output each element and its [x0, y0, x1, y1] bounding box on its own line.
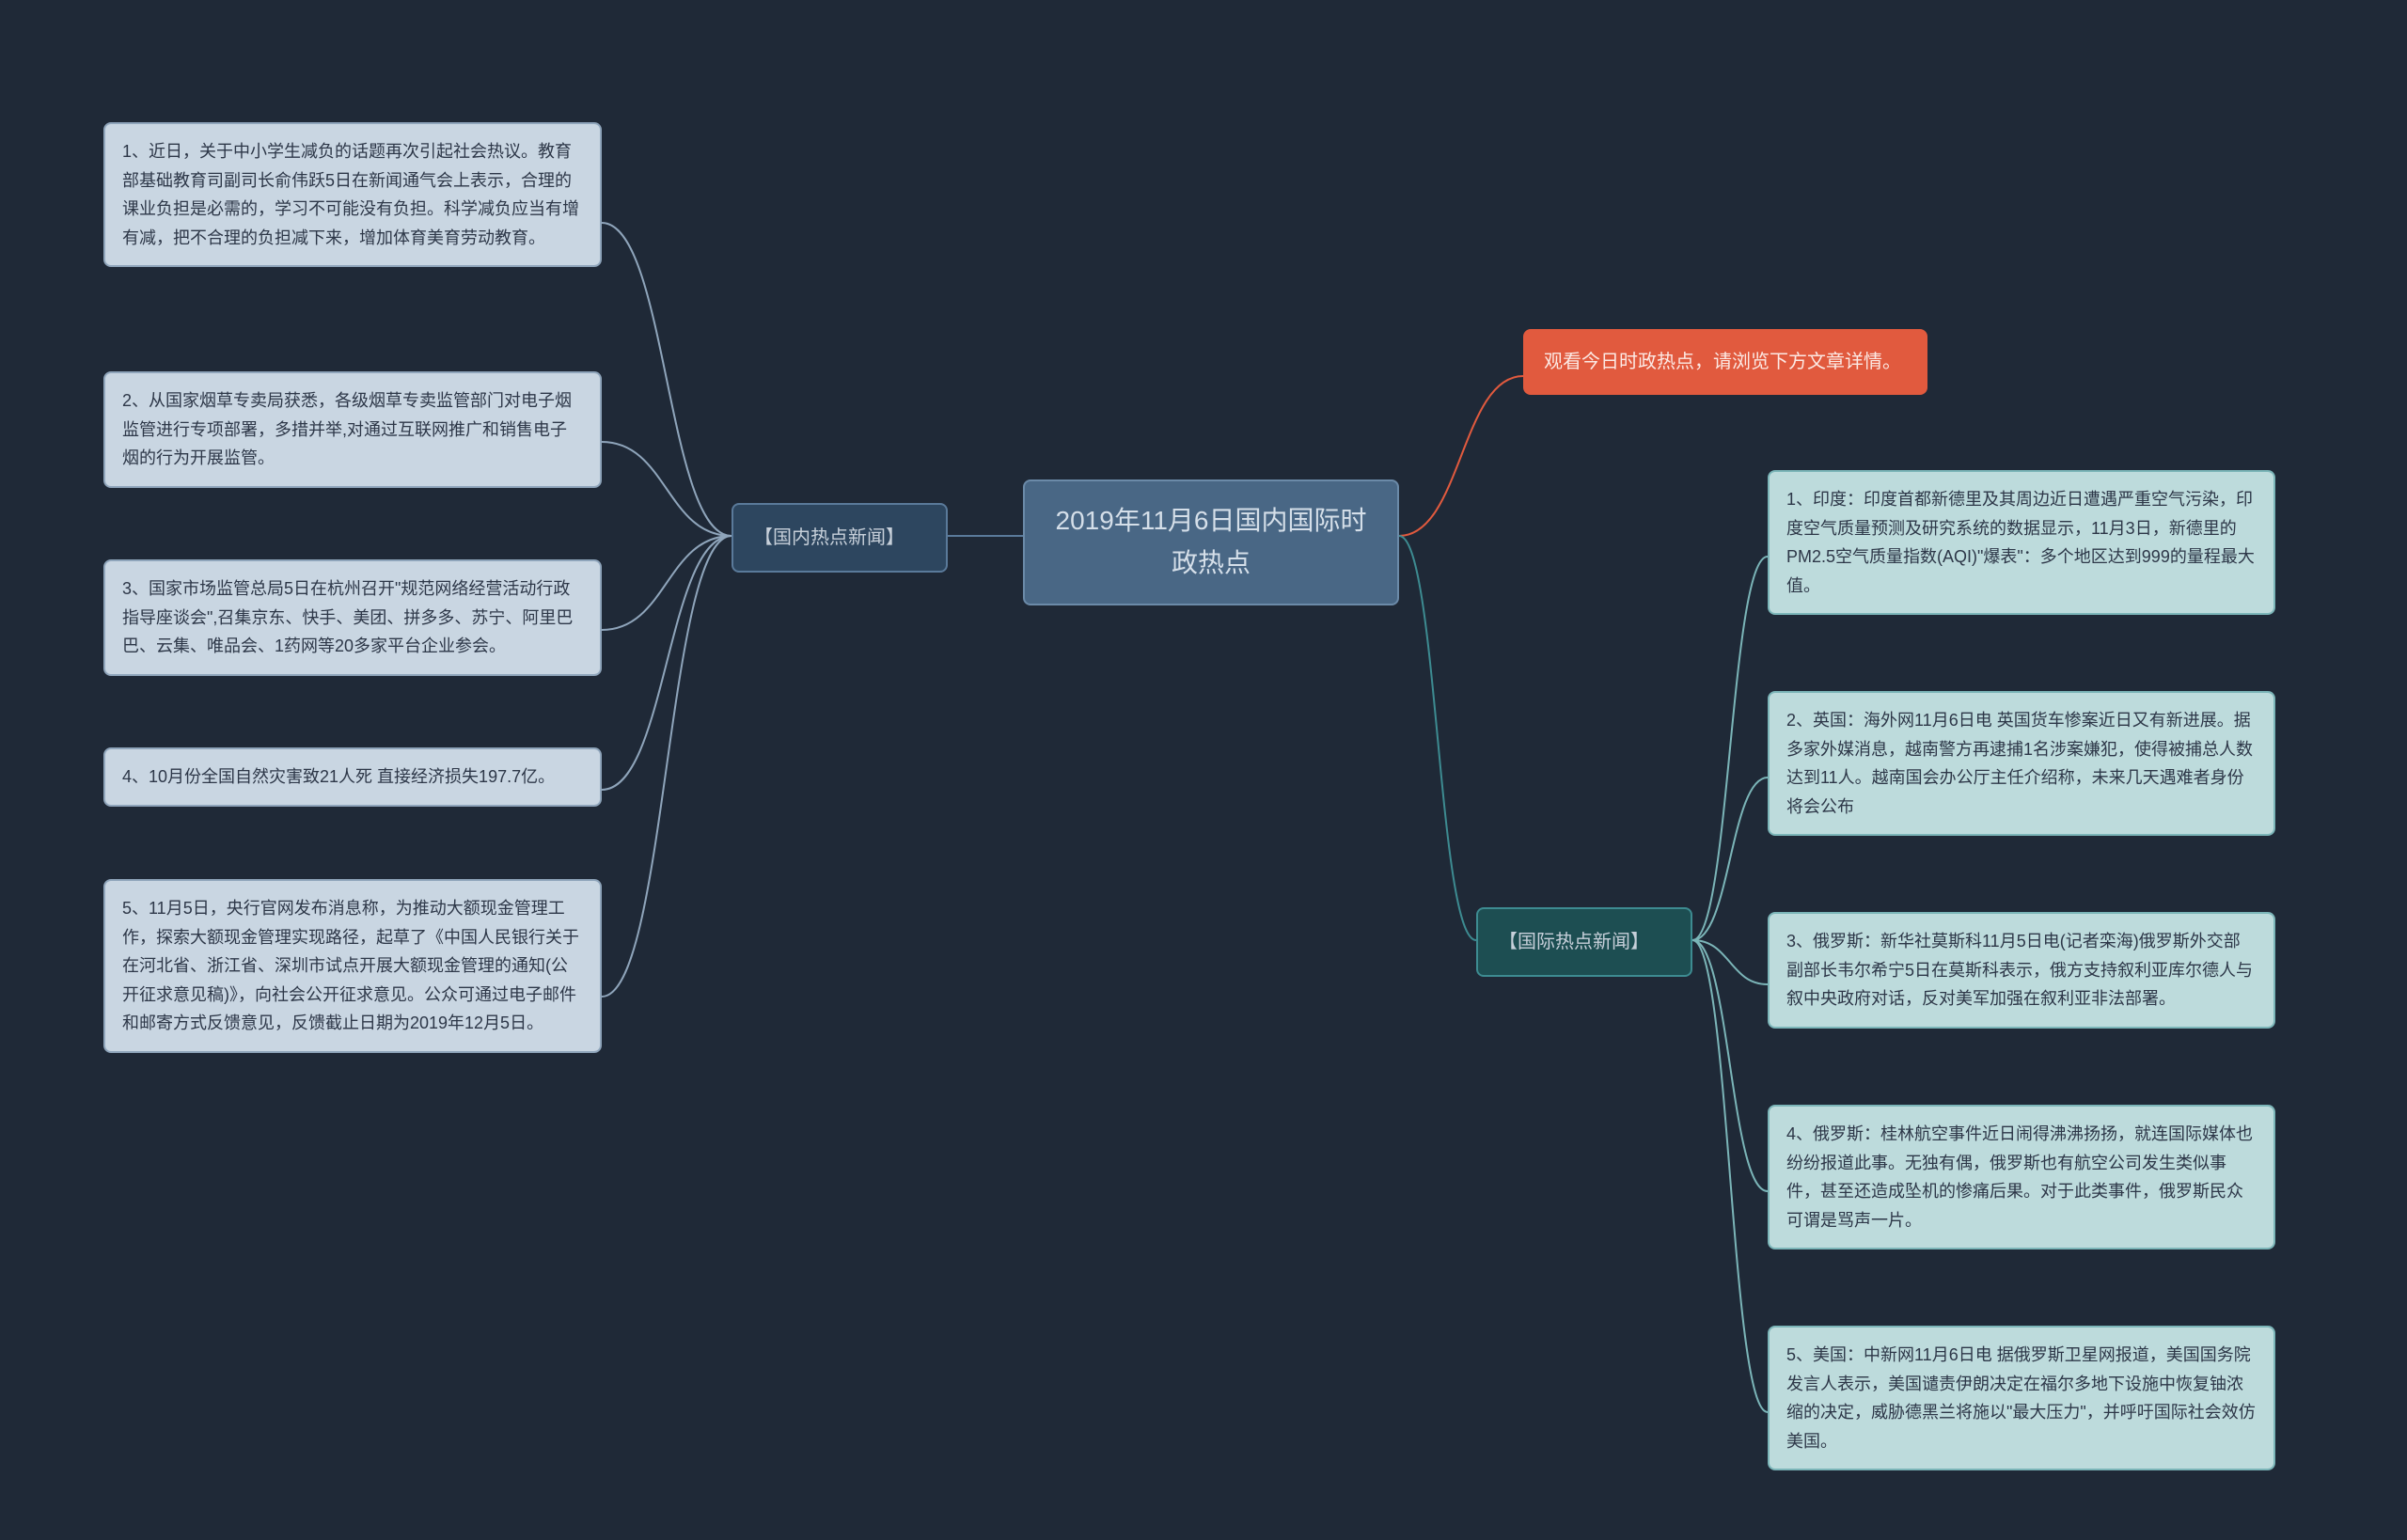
category-domestic[interactable]: 【国内热点新闻】	[732, 503, 948, 573]
conn-intl-5	[1692, 940, 1768, 1412]
domestic-item-3[interactable]: 3、国家市场监管总局5日在杭州召开"规范网络经营活动行政指导座谈会",召集京东、…	[103, 559, 602, 676]
conn-intl-1	[1692, 557, 1768, 940]
center-node[interactable]: 2019年11月6日国内国际时政热点	[1023, 479, 1399, 605]
conn-center-intl	[1399, 536, 1476, 940]
conn-dom-3	[602, 536, 732, 630]
domestic-item-5[interactable]: 5、11月5日，央行官网发布消息称，为推动大额现金管理工作，探索大额现金管理实现…	[103, 879, 602, 1053]
domestic-item-4[interactable]: 4、10月份全国自然灾害致21人死 直接经济损失197.7亿。	[103, 747, 602, 807]
category-intl[interactable]: 【国际热点新闻】	[1476, 907, 1692, 977]
intl-item-5[interactable]: 5、美国：中新网11月6日电 据俄罗斯卫星网报道，美国国务院发言人表示，美国谴责…	[1768, 1326, 2275, 1470]
intl-item-1[interactable]: 1、印度：印度首都新德里及其周边近日遭遇严重空气污染，印度空气质量预测及研究系统…	[1768, 470, 2275, 615]
conn-dom-5	[602, 536, 732, 997]
intl-item-2[interactable]: 2、英国：海外网11月6日电 英国货车惨案近日又有新进展。据多家外媒消息，越南警…	[1768, 691, 2275, 836]
domestic-item-1[interactable]: 1、近日，关于中小学生减负的话题再次引起社会热议。教育部基础教育司副司长俞伟跃5…	[103, 122, 602, 267]
conn-intl-4	[1692, 940, 1768, 1191]
conn-intl-2	[1692, 778, 1768, 940]
conn-intl-3	[1692, 940, 1768, 984]
conn-dom-4	[602, 536, 732, 790]
conn-dom-2	[602, 442, 732, 536]
intl-item-4[interactable]: 4、俄罗斯：桂林航空事件近日闹得沸沸扬扬，就连国际媒体也纷纷报道此事。无独有偶，…	[1768, 1105, 2275, 1249]
highlight-node[interactable]: 观看今日时政热点，请浏览下方文章详情。	[1523, 329, 1927, 395]
conn-center-highlight	[1399, 376, 1523, 536]
domestic-item-2[interactable]: 2、从国家烟草专卖局获悉，各级烟草专卖监管部门对电子烟监管进行专项部署，多措并举…	[103, 371, 602, 488]
intl-item-3[interactable]: 3、俄罗斯：新华社莫斯科11月5日电(记者栾海)俄罗斯外交部副部长韦尔希宁5日在…	[1768, 912, 2275, 1029]
